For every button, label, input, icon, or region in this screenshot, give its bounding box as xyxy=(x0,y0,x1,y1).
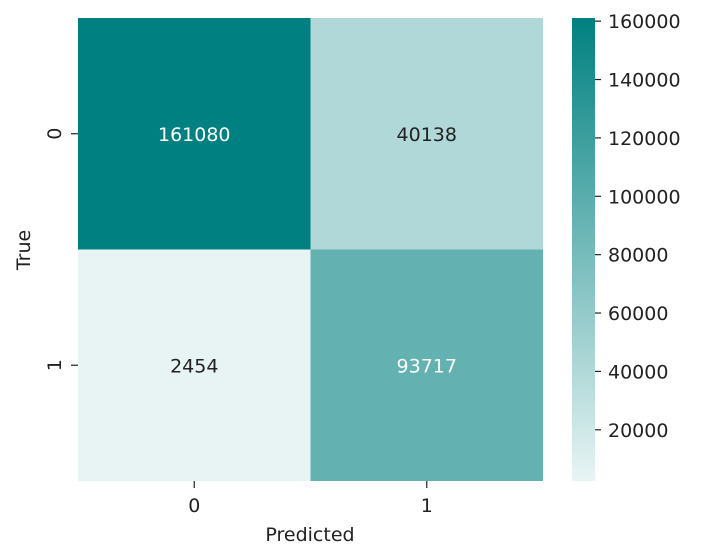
colorbar-tick-label: 160000 xyxy=(608,11,681,33)
y-axis-label: True xyxy=(13,230,35,271)
heatmap-cells: 161080 40138 2454 93717 xyxy=(78,18,543,481)
x-tick-label: 1 xyxy=(421,495,433,517)
colorbar-tick-label: 60000 xyxy=(608,303,668,325)
heatmap-cell-1-0 xyxy=(78,249,311,481)
colorbar-ticks: 20000 40000 60000 80000 100000 120000 140000 16… xyxy=(595,11,681,442)
y-axis-ticks: 01 xyxy=(44,128,78,371)
y-tick-label: 0 xyxy=(44,128,66,140)
colorbar-tick-label: 20000 xyxy=(608,420,668,442)
cell-value-1-0: 2454 xyxy=(170,355,218,377)
heatmap-cell-0-1 xyxy=(310,18,543,250)
cell-value-1-1: 93717 xyxy=(397,355,457,377)
cell-value-0-1: 40138 xyxy=(397,124,457,146)
cell-value-0-0: 161080 xyxy=(158,124,231,146)
y-tick-label: 1 xyxy=(44,359,66,371)
heatmap-cell-1-1 xyxy=(310,249,543,481)
colorbar-tick-label: 80000 xyxy=(608,245,668,267)
colorbar-tick-label: 140000 xyxy=(608,70,681,92)
x-tick-label: 0 xyxy=(188,495,200,517)
colorbar xyxy=(572,18,595,481)
colorbar-tick-label: 120000 xyxy=(608,128,681,150)
colorbar-tick-label: 40000 xyxy=(608,361,668,383)
heatmap-cell-0-0 xyxy=(78,18,311,250)
colorbar-tick-label: 100000 xyxy=(608,186,681,208)
x-axis-label: Predicted xyxy=(265,524,354,546)
